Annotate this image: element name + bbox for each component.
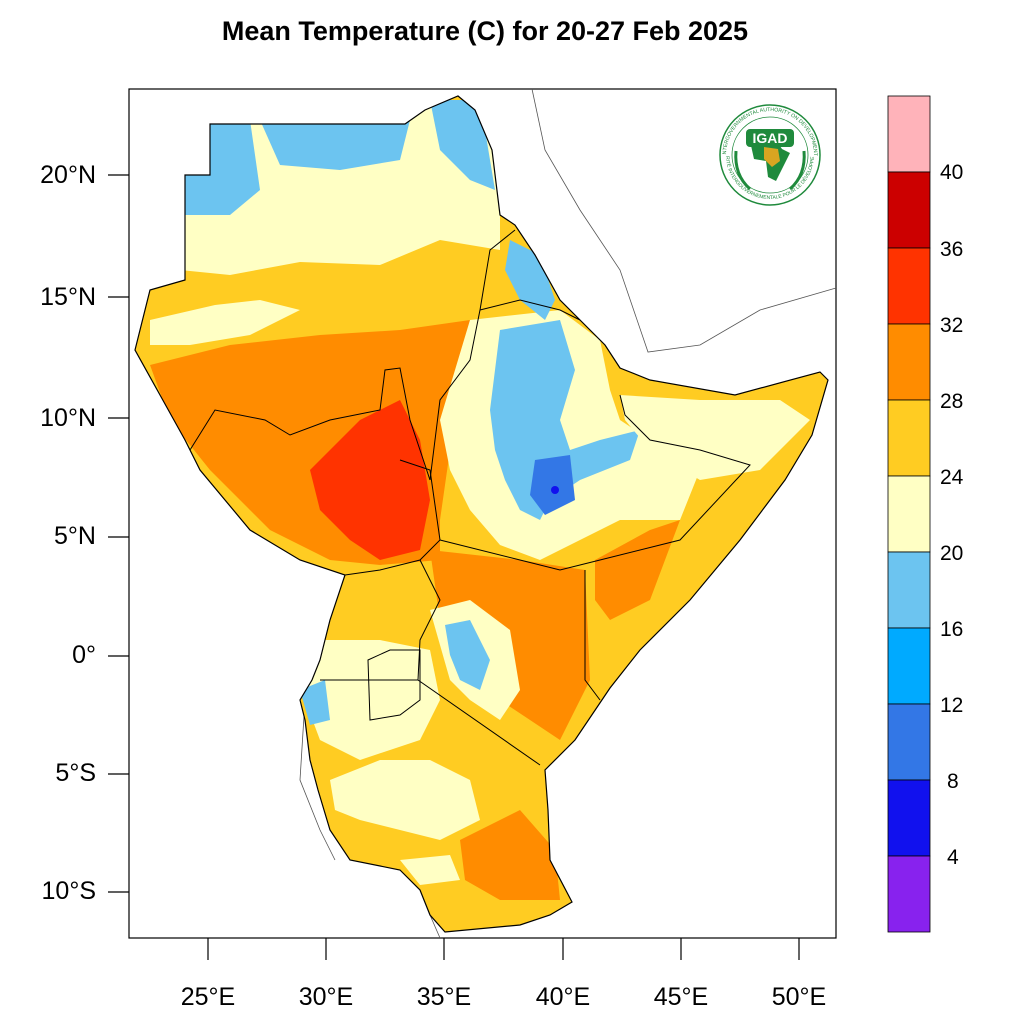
colorbar-swatch — [887, 171, 931, 249]
neighbor-coastlines — [299, 88, 837, 939]
colorbar-swatch — [887, 95, 931, 173]
lat-label-equator: 0° — [72, 641, 96, 669]
lon-label-50e: 50°E — [771, 983, 827, 1011]
colorbar-label-20: 20 — [940, 542, 964, 565]
axis-ticks — [108, 174, 800, 960]
lon-label-45e: 45°E — [653, 983, 709, 1011]
colorbar-swatch — [887, 627, 931, 705]
colorbar — [887, 95, 931, 933]
lat-label-15n: 15°N — [40, 283, 96, 311]
lat-label-5n: 5°N — [54, 522, 96, 550]
lon-label-30e: 30°E — [298, 983, 354, 1011]
lat-label-10s: 10°S — [41, 877, 96, 905]
colorbar-label-40: 40 — [940, 161, 964, 184]
country-borders — [189, 229, 751, 766]
colorbar-swatch — [887, 399, 931, 477]
colorbar-label-16: 16 — [940, 618, 964, 641]
logo-text: IGAD — [753, 130, 788, 146]
colorbar-swatch — [887, 779, 931, 857]
lat-label-10n: 10°N — [40, 404, 96, 432]
colorbar-label-24: 24 — [940, 466, 964, 489]
colorbar-label-32: 32 — [940, 314, 964, 337]
lon-label-25e: 25°E — [180, 983, 236, 1011]
colorbar-swatch — [887, 551, 931, 629]
colorbar-swatch — [887, 323, 931, 401]
colorbar-label-28: 28 — [940, 390, 964, 413]
igad-logo: IGAD INTERGOVERNMENTAL AUTHORITY ON DEVE… — [719, 104, 821, 206]
colorbar-swatch — [887, 703, 931, 781]
colorbar-label-4: 4 — [947, 846, 959, 869]
colorbar-swatch — [887, 247, 931, 325]
colorbar-swatch — [887, 475, 931, 553]
colorbar-label-12: 12 — [940, 694, 964, 717]
colorbar-label-36: 36 — [940, 238, 964, 261]
coastline — [134, 95, 829, 933]
colorbar-label-8: 8 — [947, 770, 959, 793]
lon-label-35e: 35°E — [416, 983, 472, 1011]
colorbar-swatch — [887, 855, 931, 933]
lon-label-40e: 40°E — [535, 983, 591, 1011]
map-title: Mean Temperature (C) for 20-27 Feb 2025 — [221, 16, 749, 46]
lat-label-20n: 20°N — [40, 161, 96, 189]
lat-label-5s: 5°S — [55, 759, 96, 787]
